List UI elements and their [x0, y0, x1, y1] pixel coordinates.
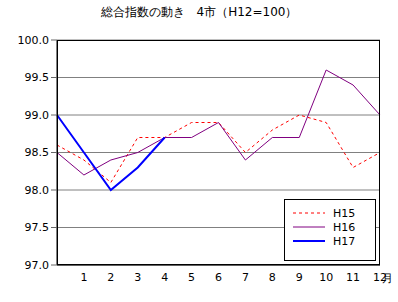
svg-text:8: 8 [269, 271, 276, 284]
svg-text:99.0: 99.0 [25, 109, 50, 122]
svg-text:97.0: 97.0 [25, 259, 50, 272]
svg-text:3: 3 [134, 271, 141, 284]
svg-text:98.5: 98.5 [25, 146, 50, 159]
svg-text:100.0: 100.0 [18, 34, 50, 47]
svg-text:4: 4 [161, 271, 168, 284]
svg-text:7: 7 [242, 271, 249, 284]
svg-text:98.0: 98.0 [25, 184, 50, 197]
svg-text:9: 9 [296, 271, 303, 284]
svg-text:6: 6 [215, 271, 222, 284]
svg-text:10: 10 [319, 271, 333, 284]
svg-text:2: 2 [107, 271, 114, 284]
svg-text:11: 11 [346, 271, 360, 284]
svg-text:97.5: 97.5 [25, 221, 50, 234]
svg-text:1: 1 [80, 271, 87, 284]
svg-text:99.5: 99.5 [25, 71, 50, 84]
svg-text:5: 5 [188, 271, 195, 284]
